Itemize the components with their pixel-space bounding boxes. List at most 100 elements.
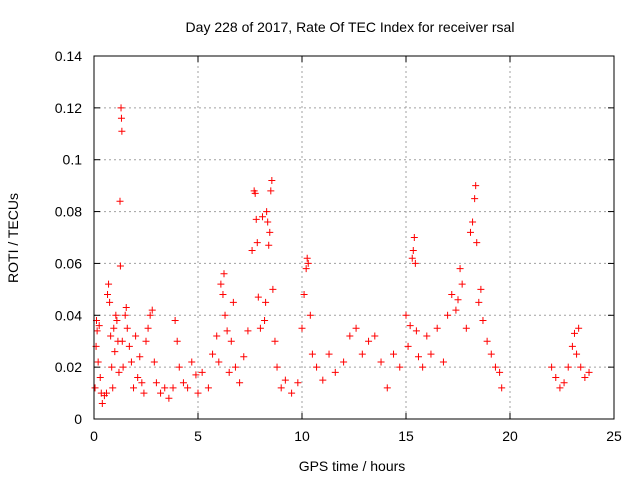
data-point — [229, 298, 237, 306]
data-point — [564, 363, 572, 371]
data-point — [194, 389, 202, 397]
x-tick-label: 5 — [194, 428, 202, 444]
data-point — [138, 379, 146, 387]
data-point — [109, 384, 117, 392]
data-point — [261, 316, 269, 324]
y-tick-label: 0 — [74, 411, 82, 427]
data-point — [466, 228, 474, 236]
data-point — [577, 363, 585, 371]
data-point — [406, 322, 414, 330]
y-tick-label: 0.12 — [55, 100, 82, 116]
data-point — [113, 316, 121, 324]
data-point — [188, 358, 196, 366]
data-point — [404, 342, 412, 350]
data-point — [265, 241, 273, 249]
data-point — [560, 379, 568, 387]
data-point — [263, 208, 271, 216]
data-point — [121, 311, 129, 319]
data-point — [98, 399, 106, 407]
data-point — [165, 394, 173, 402]
data-point — [414, 353, 422, 361]
data-point — [150, 358, 158, 366]
data-point — [240, 353, 248, 361]
y-tick-label: 0.08 — [55, 204, 82, 220]
data-point — [412, 327, 420, 335]
y-tick-label: 0.14 — [55, 48, 82, 64]
data-point — [473, 239, 481, 247]
data-point — [175, 363, 183, 371]
data-point — [262, 298, 270, 306]
data-point — [423, 332, 431, 340]
data-point — [248, 246, 256, 254]
data-point — [402, 311, 410, 319]
data-point — [192, 371, 200, 379]
y-tick-label: 0.04 — [55, 307, 82, 323]
data-point — [390, 350, 398, 358]
chart-title: Day 228 of 2017, Rate Of TEC Index for r… — [186, 19, 515, 35]
data-point — [171, 316, 179, 324]
data-point — [358, 350, 366, 358]
data-point — [456, 265, 464, 273]
data-point — [173, 337, 181, 345]
data-point — [377, 358, 385, 366]
data-point — [93, 327, 101, 335]
x-tick-label: 15 — [398, 428, 414, 444]
data-point — [95, 322, 103, 330]
data-point — [146, 311, 154, 319]
y-tick-label: 0.06 — [55, 255, 82, 271]
data-point — [122, 304, 130, 312]
data-point — [123, 324, 131, 332]
data-point — [556, 384, 564, 392]
data-point — [161, 384, 169, 392]
data-point — [213, 332, 221, 340]
data-point — [198, 368, 206, 376]
data-point — [142, 337, 150, 345]
data-point — [184, 384, 192, 392]
data-point — [325, 350, 333, 358]
data-point — [472, 182, 480, 190]
data-point — [427, 350, 435, 358]
data-point — [496, 368, 504, 376]
data-point — [148, 306, 156, 314]
data-point — [132, 332, 140, 340]
data-point — [281, 376, 289, 384]
data-point — [454, 296, 462, 304]
data-point — [271, 337, 279, 345]
x-axis-label: GPS time / hours — [299, 458, 406, 474]
data-point — [251, 189, 259, 197]
x-tick-label: 10 — [294, 428, 310, 444]
data-point — [365, 337, 373, 345]
data-point — [112, 311, 120, 319]
data-point — [118, 337, 126, 345]
data-point — [179, 379, 187, 387]
grid-lines — [94, 56, 614, 419]
data-point — [253, 239, 261, 247]
data-point — [298, 324, 306, 332]
data-point — [371, 332, 379, 340]
data-point — [396, 363, 404, 371]
data-point — [221, 311, 229, 319]
data-point — [483, 337, 491, 345]
data-point — [273, 363, 281, 371]
data-point — [244, 327, 252, 335]
data-point — [352, 324, 360, 332]
data-point — [140, 389, 148, 397]
data-point — [134, 374, 142, 382]
data-point — [487, 350, 495, 358]
data-point — [573, 350, 581, 358]
data-point — [204, 384, 212, 392]
data-point — [498, 384, 506, 392]
data-point — [471, 195, 479, 203]
data-point — [118, 127, 126, 135]
data-point — [548, 363, 556, 371]
data-point — [300, 291, 308, 299]
data-point — [219, 291, 227, 299]
data-point — [91, 384, 99, 392]
data-point — [267, 187, 275, 195]
data-point — [223, 327, 231, 335]
data-point — [94, 358, 102, 366]
data-point — [462, 324, 470, 332]
data-point — [313, 363, 321, 371]
data-point — [127, 358, 135, 366]
data-point — [215, 358, 223, 366]
